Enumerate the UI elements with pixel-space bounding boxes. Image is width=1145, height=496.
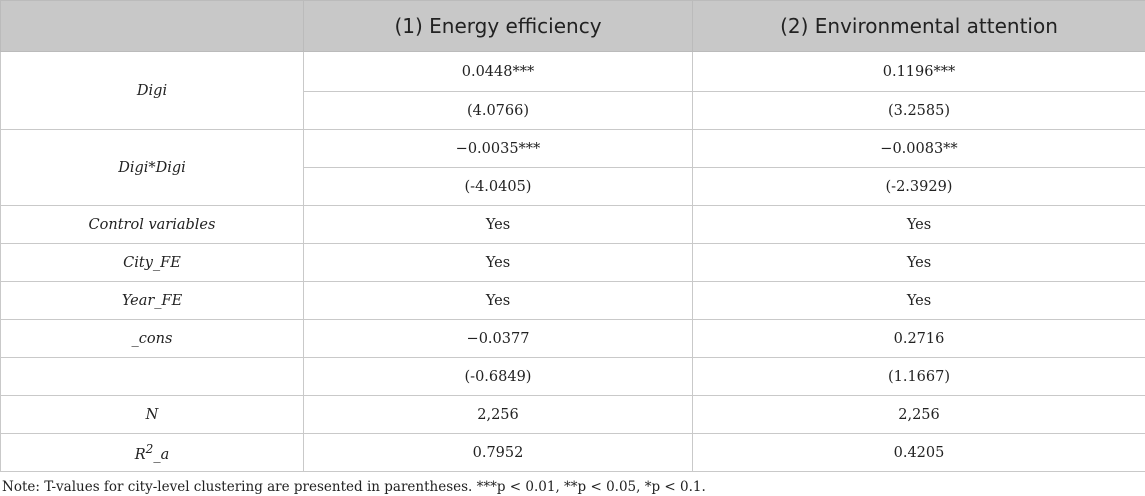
header-row: (1) Energy efficiency (2) Environmental … xyxy=(0,0,1145,52)
cell-value: Yes xyxy=(303,281,693,320)
table-row: Digi*Digi −0.0035*** −0.0083** xyxy=(0,129,1145,206)
cell-value: 2,256 xyxy=(692,395,1145,434)
cell-value: −0.0035*** xyxy=(303,129,693,168)
header-energy-efficiency: (1) Energy efficiency xyxy=(303,0,693,52)
table-row: (-0.6849) (1.1667) xyxy=(0,357,1145,396)
row-label-digi: Digi xyxy=(0,51,304,130)
table-row: (4.0766) (3.2585) xyxy=(1,91,1145,130)
row-label-cons-t xyxy=(0,357,304,396)
cell-tvalue: (1.1667) xyxy=(692,357,1145,396)
table-row: City_FE Yes Yes xyxy=(0,243,1145,282)
r2-base: R xyxy=(134,446,146,463)
header-blank xyxy=(0,0,304,52)
cell-value: 0.2716 xyxy=(692,319,1145,358)
cell-value: Yes xyxy=(692,243,1145,282)
cell-value: 0.7952 xyxy=(303,433,693,472)
row-label-n: N xyxy=(0,395,304,434)
cell-value: 2,256 xyxy=(303,395,693,434)
cell-value: 0.0448*** xyxy=(303,51,693,92)
cell-tvalue: (-4.0405) xyxy=(303,167,693,206)
cell-value: Yes xyxy=(303,243,693,282)
table-row: _cons −0.0377 0.2716 xyxy=(0,319,1145,358)
cell-value: Yes xyxy=(692,281,1145,320)
row-label-r2a: R2_a xyxy=(0,433,304,472)
table-row: N 2,256 2,256 xyxy=(0,395,1145,434)
table-row: Year_FE Yes Yes xyxy=(0,281,1145,320)
row-label-cons: _cons xyxy=(0,319,304,358)
table-row: R2_a 0.7952 0.4205 xyxy=(0,433,1145,472)
cell-tvalue: (-0.6849) xyxy=(303,357,693,396)
r2-sub: _a xyxy=(153,446,170,463)
table-row: (-4.0405) (-2.3929) xyxy=(1,167,1145,206)
table-row: Digi 0.0448*** 0.1196*** xyxy=(0,51,1145,130)
regression-table: (1) Energy efficiency (2) Environmental … xyxy=(0,0,1145,472)
table-note: Note: T-values for city-level clustering… xyxy=(2,479,706,495)
cell-value: 0.1196*** xyxy=(692,51,1145,92)
table-row: Control variables Yes Yes xyxy=(0,205,1145,244)
row-label-city-fe: City_FE xyxy=(0,243,304,282)
row-label-year-fe: Year_FE xyxy=(0,281,304,320)
cell-value: Yes xyxy=(692,205,1145,244)
row-label-controls: Control variables xyxy=(0,205,304,244)
header-environmental-attention: (2) Environmental attention xyxy=(692,0,1145,52)
cell-tvalue: (-2.3929) xyxy=(692,167,1145,206)
cell-value: Yes xyxy=(303,205,693,244)
cell-value: 0.4205 xyxy=(692,433,1145,472)
r2-sup: 2 xyxy=(145,442,154,457)
cell-value: −0.0083** xyxy=(692,129,1145,168)
cell-value: −0.0377 xyxy=(303,319,693,358)
row-label-digi-squared: Digi*Digi xyxy=(0,129,304,206)
cell-tvalue: (4.0766) xyxy=(303,91,693,130)
cell-tvalue: (3.2585) xyxy=(692,91,1145,130)
